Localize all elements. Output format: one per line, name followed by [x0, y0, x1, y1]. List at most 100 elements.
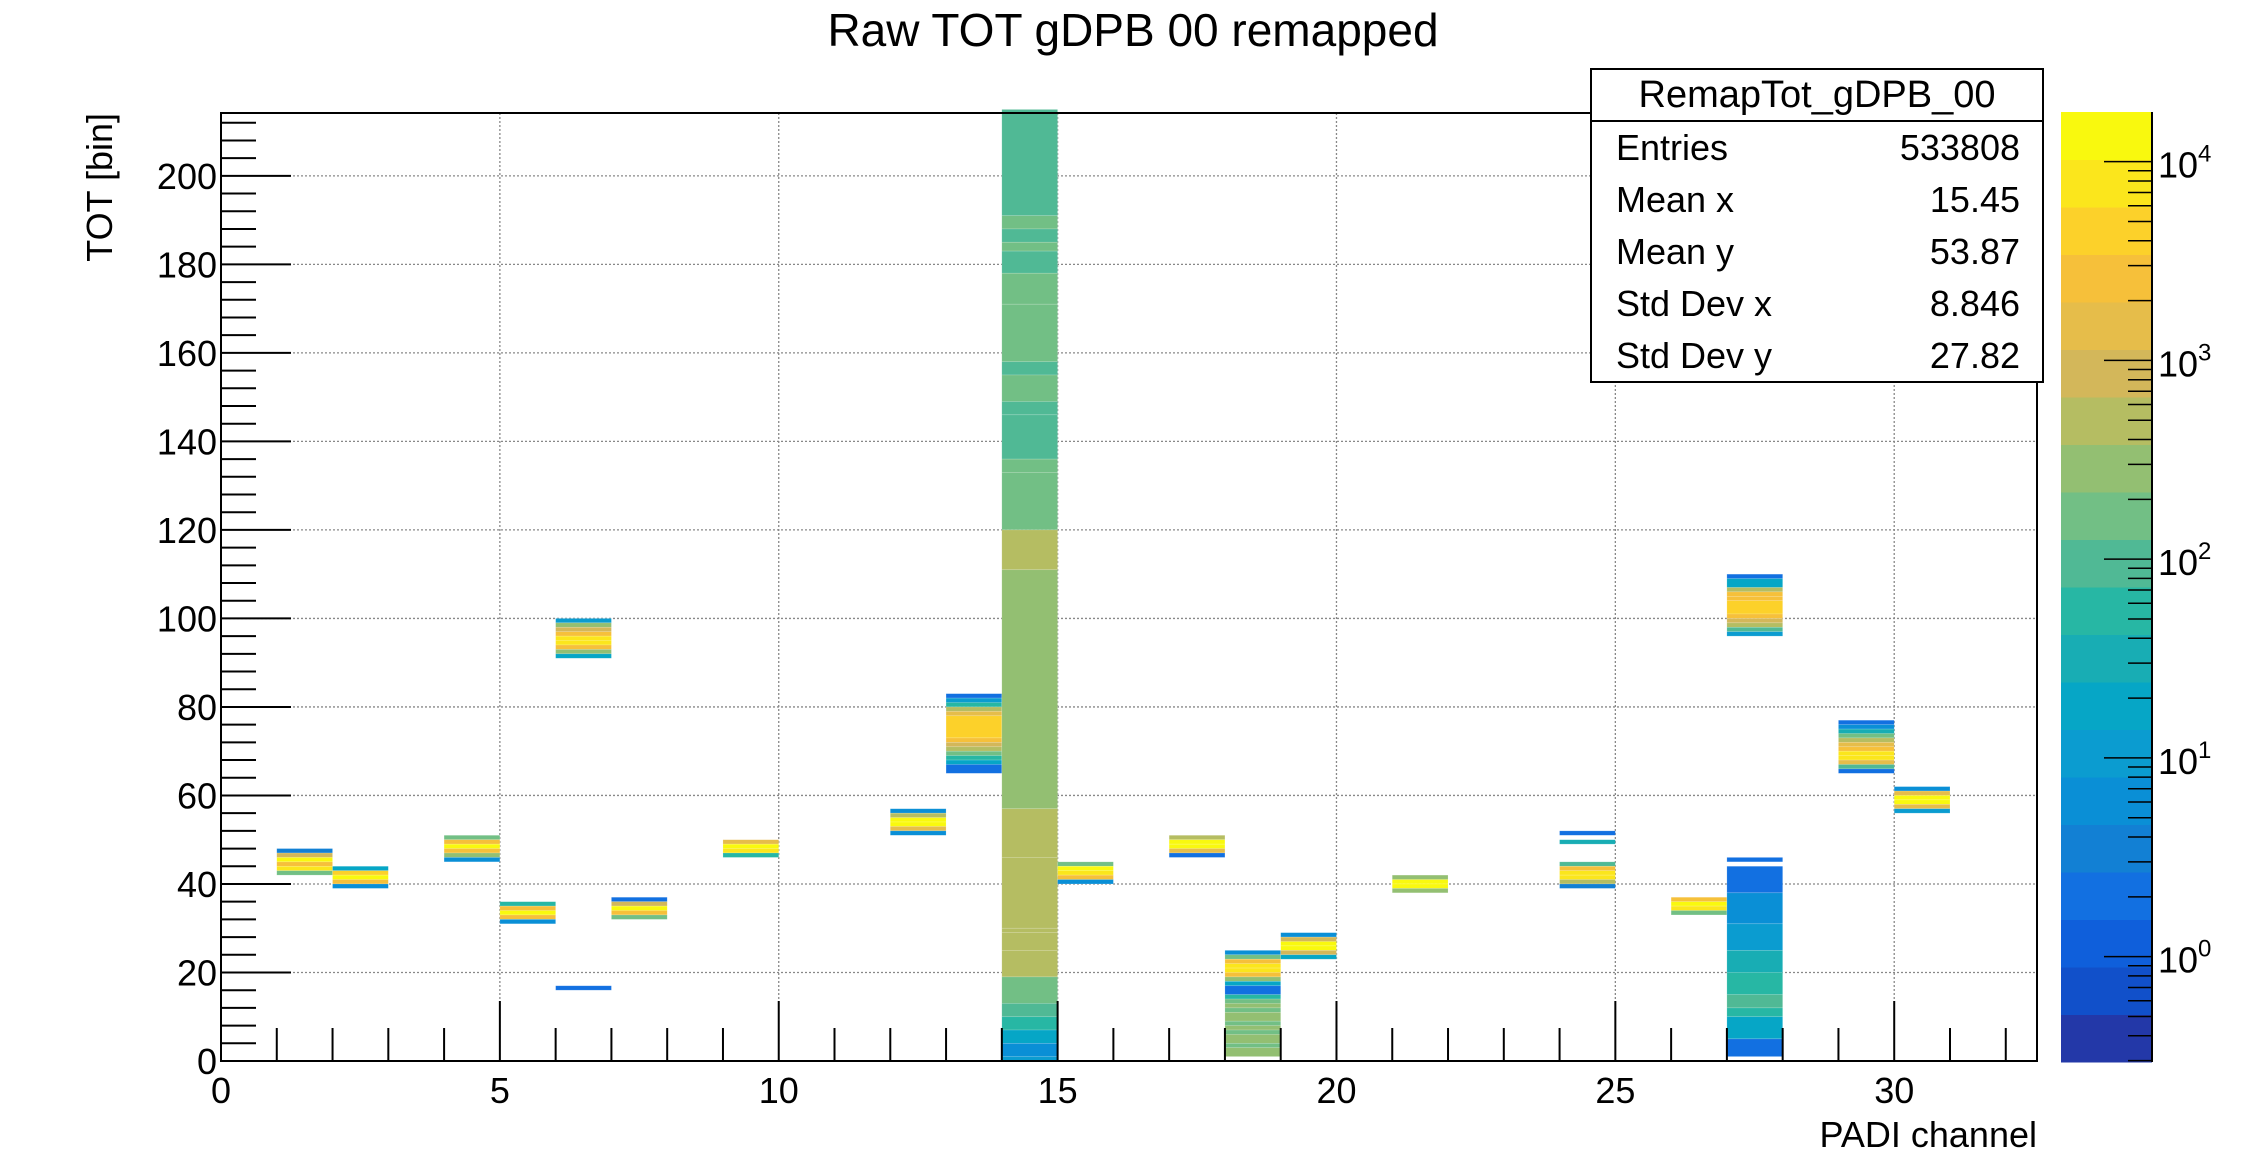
- heatmap-cell: [1893, 795, 1951, 801]
- heatmap-cell: [1280, 950, 1337, 956]
- heatmap-cell: [443, 843, 501, 849]
- heatmap-cell: [555, 653, 612, 659]
- heatmap-cell: [945, 702, 1003, 708]
- colorbar-band: [2061, 872, 2152, 920]
- heatmap-cell: [1726, 595, 1783, 602]
- heatmap-cell: [1057, 861, 1114, 867]
- heatmap-cell: [611, 910, 668, 916]
- colorbar-tick-label: 101: [2158, 737, 2211, 782]
- heatmap-cell: [1168, 848, 1226, 854]
- heatmap-cell: [722, 843, 780, 849]
- heatmap-cell: [1726, 587, 1783, 593]
- heatmap-cell: [1224, 958, 1282, 964]
- heatmap-cell: [945, 750, 1003, 756]
- x-tick-label: 20: [1316, 1070, 1356, 1111]
- stats-value: 533808: [1899, 127, 2020, 168]
- heatmap-cell: [1559, 870, 1616, 876]
- colorbar-tick-label: 100: [2158, 936, 2211, 981]
- heatmap-cell: [1726, 1038, 1783, 1057]
- stats-row-mean-y: Mean y 53.87: [1592, 226, 2042, 278]
- heatmap-cell: [276, 848, 333, 854]
- heatmap-cell: [1001, 414, 1058, 460]
- heatmap-cell: [722, 852, 780, 858]
- colorbar-band: [2061, 967, 2152, 1015]
- heatmap-cell: [1057, 870, 1114, 876]
- heatmap-cell: [555, 622, 612, 628]
- heatmap-cell: [722, 848, 780, 854]
- colorbar-band: [2061, 634, 2152, 683]
- heatmap-cell: [1726, 923, 1783, 951]
- y-tick-label: 80: [177, 687, 217, 728]
- heatmap-cell: [1726, 950, 1783, 973]
- heatmap-cell: [276, 857, 333, 863]
- colorbar-band: [2061, 112, 2152, 160]
- heatmap-cell: [499, 914, 556, 920]
- stats-row-entries: Entries 533808: [1592, 122, 2042, 174]
- heatmap-cell: [1559, 883, 1616, 889]
- stats-row-mean-x: Mean x 15.45: [1592, 174, 2042, 226]
- stats-label: Std Dev y: [1616, 335, 1773, 376]
- stats-label: Entries: [1616, 127, 1729, 168]
- heatmap-cell: [945, 706, 1003, 712]
- heatmap-cell: [945, 693, 1003, 699]
- heatmap-cell: [499, 901, 556, 907]
- colorbar-band: [2061, 207, 2152, 255]
- heatmap-cell: [1726, 578, 1783, 588]
- heatmap-cell: [1224, 1003, 1282, 1009]
- heatmap-cell: [1224, 972, 1282, 978]
- heatmap-cell: [1726, 591, 1783, 597]
- heatmap-cell: [1838, 742, 1895, 748]
- heatmap-cell: [889, 830, 947, 836]
- heatmap-cell: [1726, 994, 1783, 1009]
- heatmap-cell: [1726, 573, 1783, 579]
- heatmap-cell: [1559, 861, 1616, 867]
- heatmap-cell: [1001, 272, 1058, 305]
- heatmap-cell: [1726, 600, 1783, 615]
- heatmap-cell: [1001, 932, 1058, 951]
- heatmap-cell: [1057, 879, 1114, 885]
- heatmap-cell: [332, 870, 389, 876]
- x-tick-label: 30: [1874, 1070, 1914, 1111]
- heatmap-cell: [889, 812, 947, 818]
- x-axis-ticks: 0 5 10 15 20 25 30: [211, 1001, 2007, 1111]
- heatmap-cell: [945, 746, 1003, 752]
- heatmap-cell: [332, 879, 389, 885]
- heatmap-cell: [1559, 879, 1616, 885]
- colorbar-tick-label: 102: [2158, 538, 2211, 583]
- heatmap-cell: [1838, 728, 1895, 734]
- heatmap-cell: [1391, 883, 1449, 889]
- y-tick-label: 120: [157, 510, 217, 551]
- heatmap-cell: [555, 644, 612, 650]
- heatmap-cell: [1001, 228, 1058, 243]
- heatmap-cell: [1168, 834, 1226, 841]
- heatmap-cell: [555, 985, 612, 991]
- stats-label: Mean x: [1616, 179, 1735, 220]
- heatmap-cell: [1168, 843, 1226, 849]
- heatmap-cell: [443, 848, 501, 854]
- colorbar-band: [2061, 729, 2152, 778]
- heatmap-cell: [1726, 618, 1783, 624]
- stats-label: Mean y: [1616, 231, 1735, 272]
- heatmap-cell: [722, 839, 780, 845]
- heatmap-cell: [1224, 967, 1282, 973]
- heatmap-cell: [1001, 303, 1058, 363]
- heatmap-cell: [555, 626, 612, 633]
- heatmap-cell: [332, 883, 389, 889]
- stats-row-std-dev-y: Std Dev y 27.82: [1592, 330, 2042, 382]
- heatmap-cell: [1838, 737, 1895, 743]
- colorbar-tick-label: 104: [2158, 141, 2211, 186]
- colorbar-band: [2061, 1014, 2152, 1063]
- heatmap-cell: [443, 852, 501, 858]
- heatmap-cell: [1670, 901, 1728, 907]
- heatmap-cell: [1224, 1034, 1282, 1044]
- heatmap-cell: [276, 861, 333, 867]
- x-tick-label: 10: [759, 1070, 799, 1111]
- heatmap-cell: [1001, 808, 1058, 858]
- heatmap-cell: [443, 834, 501, 841]
- stats-row-std-dev-x: Std Dev x 8.846: [1592, 278, 2042, 330]
- heatmap-cell: [1224, 985, 1282, 995]
- heatmap-cell: [1001, 857, 1058, 929]
- heatmap-cell: [945, 711, 1003, 717]
- heatmap-cell: [1670, 905, 1728, 911]
- heatmap-cell: [1726, 972, 1783, 995]
